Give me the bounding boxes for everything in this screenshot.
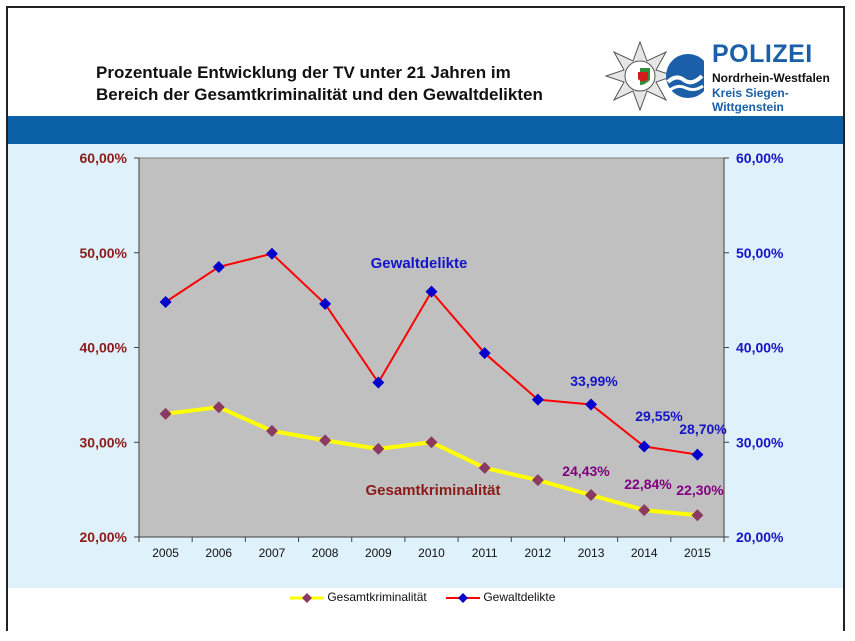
legend-gewalt: Gewaltdelikte — [446, 590, 555, 604]
y-tick-label-left: 50,00% — [80, 245, 128, 261]
data-point-gewalt-2015 — [691, 448, 704, 461]
logo-state: Nordrhein-Westfalen — [712, 71, 830, 85]
chart-title: Prozentuale Entwicklung der TV unter 21 … — [96, 62, 543, 106]
x-tick-label: 2005 — [152, 546, 179, 560]
x-tick-label: 2007 — [259, 546, 286, 560]
legend-gewalt-label: Gewaltdelikte — [483, 590, 556, 604]
x-tick-label: 2012 — [525, 546, 552, 560]
data-point-gewalt-2014 — [638, 440, 651, 453]
x-tick-label: 2013 — [578, 546, 605, 560]
annotation-label: Gewaltdelikte — [371, 255, 468, 272]
header: Prozentuale Entwicklung der TV unter 21 … — [8, 8, 843, 116]
data-point-gesamt-2015 — [691, 509, 704, 522]
data-point-gesamt-2007 — [265, 424, 278, 437]
annotation-label: 33,99% — [570, 373, 618, 389]
data-point-gewalt-2006 — [212, 260, 225, 273]
x-tick-label: 2011 — [472, 546, 498, 560]
legend-gewalt-swatch — [446, 592, 480, 603]
y-tick-label-right: 20,00% — [736, 529, 784, 545]
data-point-gesamt-2011 — [478, 461, 491, 474]
x-tick-label: 2014 — [631, 546, 658, 560]
annotation-label: 24,43% — [562, 463, 610, 479]
logo-district-1: Kreis Siegen- — [712, 86, 789, 100]
plot-area — [138, 157, 725, 538]
y-tick-label-left: 60,00% — [80, 150, 128, 166]
x-tick-label: 2009 — [365, 546, 392, 560]
legend-area — [8, 588, 843, 631]
header-band — [8, 116, 843, 144]
legend-gesamt-label: Gesamtkriminalität — [327, 590, 427, 604]
annotation-label: 28,70% — [679, 421, 727, 437]
data-point-gewalt-2009 — [372, 376, 385, 389]
data-point-gesamt-2008 — [319, 434, 332, 447]
data-point-gewalt-2012 — [531, 393, 544, 406]
x-tick-label: 2015 — [684, 546, 711, 560]
title-line-1: Prozentuale Entwicklung der TV unter 21 … — [96, 63, 511, 82]
data-point-gewalt-2013 — [585, 398, 598, 411]
x-tick-label: 2010 — [418, 546, 445, 560]
data-point-gewalt-2008 — [319, 297, 332, 310]
data-point-gesamt-2014 — [638, 504, 651, 517]
data-point-gewalt-2010 — [425, 285, 438, 298]
y-tick-label-right: 50,00% — [736, 245, 784, 261]
data-point-gewalt-2007 — [265, 247, 278, 260]
y-tick-label-left: 30,00% — [80, 434, 128, 450]
y-tick-label-left: 20,00% — [80, 529, 128, 545]
data-point-gewalt-2011 — [478, 347, 491, 360]
data-point-gesamt-2010 — [425, 436, 438, 449]
y-tick-label-left: 40,00% — [80, 340, 128, 356]
logo-district-2: Wittgenstein — [712, 100, 784, 114]
police-star-emblem-icon — [604, 40, 704, 112]
annotation-label: 22,84% — [624, 476, 672, 492]
data-point-gesamt-2009 — [372, 442, 385, 455]
logo-title: POLIZEI — [712, 40, 813, 68]
x-tick-label: 2006 — [205, 546, 232, 560]
y-tick-label-right: 30,00% — [736, 434, 784, 450]
data-point-gesamt-2005 — [159, 407, 172, 420]
data-point-gewalt-2005 — [159, 296, 172, 309]
data-point-gesamt-2006 — [212, 401, 225, 414]
data-point-gesamt-2013 — [585, 489, 598, 502]
legend-gesamt-swatch — [290, 592, 324, 603]
annotation-label: 22,30% — [676, 482, 724, 498]
y-tick-label-right: 60,00% — [736, 150, 784, 166]
legend-gesamt: Gesamtkriminalität — [290, 590, 427, 604]
annotation-label: 29,55% — [635, 408, 683, 424]
annotation-label: Gesamtkriminalität — [365, 482, 500, 499]
y-tick-label-right: 40,00% — [736, 340, 784, 356]
data-point-gesamt-2012 — [531, 474, 544, 487]
x-tick-label: 2008 — [312, 546, 339, 560]
police-logo: POLIZEI Nordrhein-Westfalen Kreis Siegen… — [604, 38, 834, 118]
title-line-2: Bereich der Gesamtkriminalität und den G… — [96, 85, 543, 104]
